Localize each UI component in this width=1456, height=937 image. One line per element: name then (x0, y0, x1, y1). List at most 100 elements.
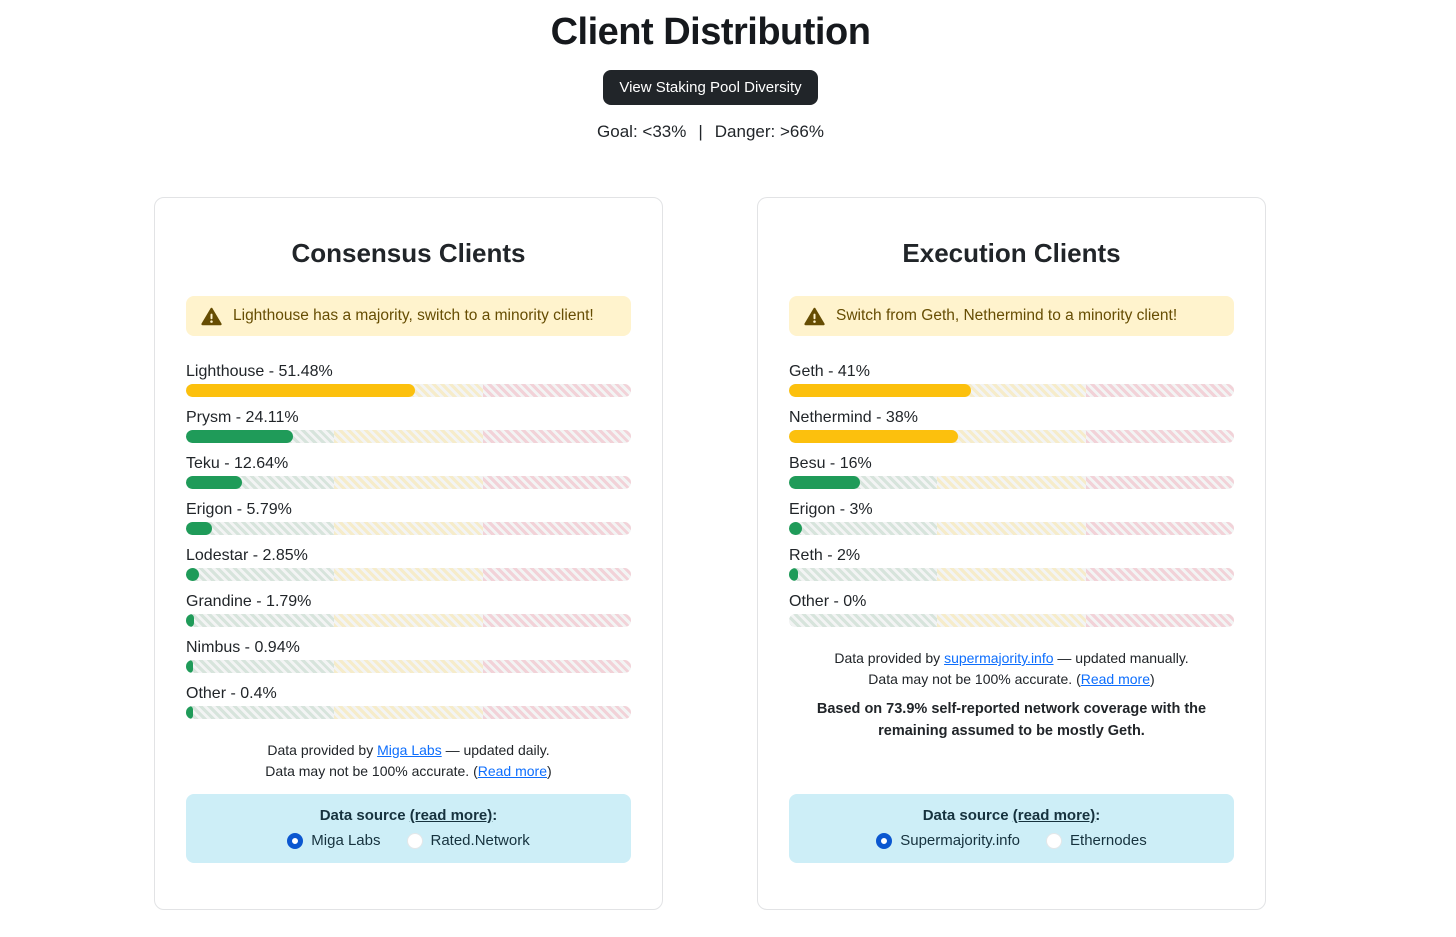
majority-warning-banner: Lighthouse has a majority, switch to a m… (186, 296, 631, 336)
data-provider-note: Data provided by supermajority.info — up… (789, 648, 1234, 689)
provider-link[interactable]: supermajority.info (944, 650, 1054, 666)
bar-track (186, 522, 631, 535)
accuracy-suffix: ) (547, 762, 552, 779)
danger-zone-stripes (482, 522, 631, 535)
accuracy-text: Data may not be 100% accurate. ( (868, 670, 1081, 687)
data-source-box: Data source (read more): Miga Labs Rated… (186, 794, 631, 863)
bar-label: Prysm - 24.11% (186, 409, 299, 426)
bar-label: Grandine - 1.79% (186, 593, 312, 610)
bar-fill (789, 522, 803, 535)
page-header: Client Distribution View Staking Pool Di… (154, 8, 1267, 143)
data-source-read-more-link[interactable]: (read more) (409, 807, 493, 824)
danger-zone-stripes (482, 706, 631, 719)
danger-zone-stripes (482, 384, 631, 397)
bar-fill (186, 568, 199, 581)
bar-fill (789, 476, 861, 489)
bar-track (789, 568, 1234, 581)
bar-fill (186, 706, 193, 719)
goal-zone-stripes (789, 568, 938, 581)
majority-warning-banner: Switch from Geth, Nethermind to a minori… (789, 296, 1234, 336)
bar-label: Erigon - 5.79% (186, 501, 292, 518)
danger-zone-stripes (1085, 614, 1234, 627)
data-source-label: Data source (922, 807, 1013, 824)
client-bar-item: Reth - 2% (789, 546, 1234, 581)
goal-zone-stripes (186, 660, 335, 673)
mid-zone-stripes (937, 476, 1086, 489)
warning-triangle-icon (201, 307, 222, 325)
bar-label: Teku - 12.64% (186, 455, 289, 472)
read-more-link[interactable]: Read more (1080, 670, 1151, 687)
danger-zone-stripes (1085, 384, 1234, 397)
separator: | (698, 122, 703, 141)
bar-track (186, 614, 631, 627)
radio-row: Miga Labs Rated.Network (202, 830, 615, 851)
data-source-option[interactable]: Ethernodes (1046, 830, 1147, 851)
client-bar-item: Other - 0% (789, 592, 1234, 627)
data-source-read-more-link[interactable]: (read more) (1012, 807, 1096, 824)
warning-text: Lighthouse has a majority, switch to a m… (233, 307, 594, 324)
bar-fill (186, 660, 193, 673)
bars-list: Geth - 41% Nethermind - 38% Besu - 16% E… (789, 362, 1234, 638)
radio-label: Ethernodes (1070, 832, 1147, 849)
view-staking-pool-diversity-button[interactable]: View Staking Pool Diversity (603, 70, 818, 105)
bar-track (186, 476, 631, 489)
mid-zone-stripes (937, 384, 1086, 397)
goal-zone-stripes (186, 568, 335, 581)
page-container: Client Distribution View Staking Pool Di… (154, 8, 1267, 910)
client-bar-item: Erigon - 3% (789, 500, 1234, 535)
client-bar-item: Teku - 12.64% (186, 454, 631, 489)
bar-label: Nimbus - 0.94% (186, 639, 300, 656)
data-provider-note: Data provided by Miga Labs — updated dai… (186, 740, 631, 781)
mid-zone-stripes (937, 614, 1086, 627)
data-source-option[interactable]: Miga Labs (287, 830, 381, 851)
bar-label: Erigon - 3% (789, 501, 873, 518)
goal-zone-stripes (186, 522, 335, 535)
data-source-option[interactable]: Supermajority.info (876, 830, 1020, 851)
client-bar-item: Nimbus - 0.94% (186, 638, 631, 673)
bar-label: Nethermind - 38% (789, 409, 918, 426)
accuracy-text: Data may not be 100% accurate. ( (265, 762, 478, 779)
bar-label: Other - 0.4% (186, 685, 277, 702)
coverage-note: Based on 73.9% self-reported network cov… (816, 701, 1207, 739)
radio-button[interactable] (1046, 832, 1063, 849)
client-bar-item: Other - 0.4% (186, 684, 631, 719)
bar-fill (186, 384, 416, 397)
radio-button[interactable] (876, 832, 893, 849)
radio-button[interactable] (287, 832, 304, 849)
execution-clients-card: Execution Clients Switch from Geth, Neth… (757, 197, 1266, 910)
bars-list: Lighthouse - 51.48% Prysm - 24.11% Teku … (186, 362, 631, 730)
card-title: Consensus Clients (291, 238, 526, 268)
danger-zone-stripes (482, 568, 631, 581)
client-bar-item: Nethermind - 38% (789, 408, 1234, 443)
read-more-link[interactable]: Read more (477, 762, 548, 779)
bar-track (789, 476, 1234, 489)
bar-label: Reth - 2% (789, 547, 861, 564)
radio-row: Supermajority.info Ethernodes (805, 830, 1218, 851)
mid-zone-stripes (334, 476, 483, 489)
goal-zone-stripes (789, 522, 938, 535)
cards-row: Consensus Clients Lighthouse has a major… (154, 197, 1267, 910)
warning-text: Switch from Geth, Nethermind to a minori… (836, 307, 1178, 324)
radio-button[interactable] (406, 832, 423, 849)
client-bar-item: Geth - 41% (789, 362, 1234, 397)
client-bar-item: Prysm - 24.11% (186, 408, 631, 443)
provider-text: Data provided by (834, 650, 945, 666)
bar-track (186, 430, 631, 443)
goal-zone-stripes (186, 706, 335, 719)
accuracy-suffix: ) (1150, 670, 1155, 687)
danger-zone-stripes (482, 430, 631, 443)
data-source-label: Data source (319, 807, 410, 824)
client-bar-item: Grandine - 1.79% (186, 592, 631, 627)
bar-track (186, 568, 631, 581)
bar-label: Other - 0% (789, 593, 867, 610)
bar-fill (186, 614, 194, 627)
goal-zone-stripes (186, 614, 335, 627)
client-bar-item: Lodestar - 2.85% (186, 546, 631, 581)
client-bar-item: Besu - 16% (789, 454, 1234, 489)
mid-zone-stripes (334, 706, 483, 719)
provider-link[interactable]: Miga Labs (377, 742, 442, 758)
page-title: Client Distribution (550, 11, 871, 53)
danger-text: Danger: >66% (714, 122, 824, 141)
data-source-option[interactable]: Rated.Network (406, 830, 530, 851)
bar-fill (186, 522, 212, 535)
